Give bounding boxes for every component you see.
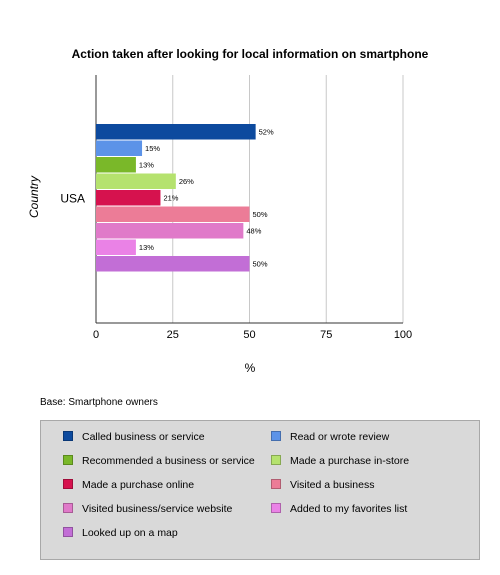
legend-item: Made a purchase in-store [271,455,409,467]
legend-swatch [63,455,73,465]
bar-chart: Action taken after looking for local inf… [27,47,429,375]
legend-label: Looked up on a map [82,527,178,539]
legend-swatch [271,479,281,489]
x-tick-label: 75 [320,329,332,341]
footnote: Base: Smartphone owners [40,397,158,408]
bar [96,206,250,222]
legend-label: Made a purchase online [82,479,195,491]
legend-swatch [63,431,73,441]
bar [96,124,256,140]
legend-swatch [63,479,73,489]
bar [96,173,176,189]
bar-value-label: 15% [145,144,160,153]
bar [96,157,136,173]
legend: Called business or service Read or wrote … [40,420,480,560]
x-axis-label: % [245,361,256,375]
bar-value-label: 13% [139,243,154,252]
bar-value-label: 48% [246,226,261,235]
legend-item: Visited a business [271,479,374,491]
x-tick-label: 100 [394,329,412,341]
bar [96,223,244,239]
category-labels: USA [60,191,85,205]
bar [96,256,250,272]
legend-swatch [271,503,281,513]
x-tick-label: 0 [93,329,99,341]
legend-item: Read or wrote review [271,431,389,443]
x-tick-label: 50 [243,329,255,341]
legend-label: Visited a business [290,479,375,491]
legend-label: Made a purchase in-store [290,455,410,467]
legend-item: Made a purchase online [63,479,194,491]
legend-item: Recommended a business or service [63,455,255,467]
bar-value-label: 26% [179,177,194,186]
bars: 52% 15% 13% 26%21% 50% 48% 13% 50% [96,124,274,272]
legend-swatch [63,503,73,513]
bar-value-label: 50% [253,210,268,219]
y-axis-label: Country [27,175,41,218]
bar [96,140,143,156]
bar-value-label: 21% [163,193,178,202]
bar-value-label: 13% [139,160,154,169]
legend-swatch [63,527,73,537]
legend-item: Visited business/service website [63,503,232,515]
legend-item: Added to my favorites list [271,503,407,515]
x-tick-label: 25 [167,329,179,341]
bar-value-label: 50% [253,259,268,268]
legend-swatch [271,431,281,441]
legend-label: Read or wrote review [290,431,390,443]
chart-title: Action taken after looking for local inf… [72,47,429,61]
legend-label: Called business or service [82,431,205,443]
legend-swatch [271,455,281,465]
legend-item: Called business or service [63,431,205,443]
legend-item: Looked up on a map [63,527,178,539]
bar [96,239,136,255]
bar [96,190,161,206]
legend-label: Visited business/service website [82,503,233,515]
legend-label: Added to my favorites list [290,503,408,515]
x-axis-ticks: 0 25 50 75 100 [93,329,412,341]
bar-value-label: 52% [259,127,274,136]
legend-label: Recommended a business or service [82,455,255,467]
category-label: USA [60,191,85,205]
